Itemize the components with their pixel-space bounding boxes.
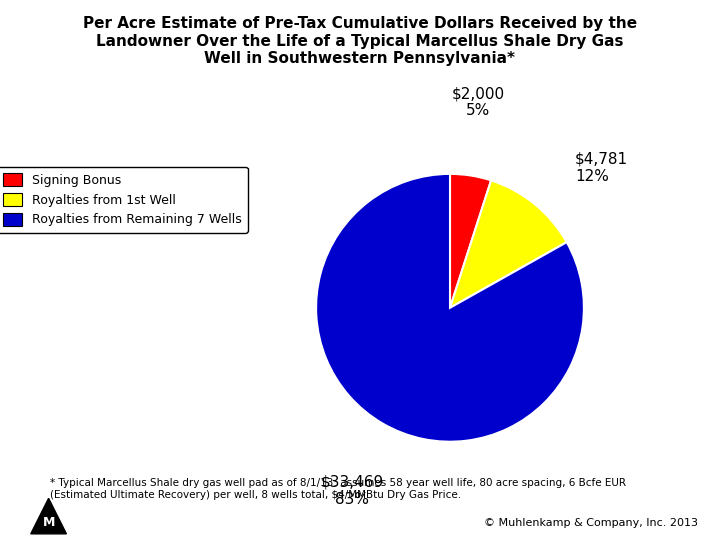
Text: Per Acre Estimate of Pre-Tax Cumulative Dollars Received by the
Landowner Over t: Per Acre Estimate of Pre-Tax Cumulative … [83, 16, 637, 66]
Text: $33,469
83%: $33,469 83% [320, 475, 384, 507]
Text: M: M [42, 516, 55, 529]
Wedge shape [316, 174, 584, 442]
Text: © Muhlenkamp & Company, Inc. 2013: © Muhlenkamp & Company, Inc. 2013 [485, 518, 698, 528]
Text: $4,781
12%: $4,781 12% [575, 152, 629, 184]
Polygon shape [31, 498, 66, 534]
Wedge shape [450, 174, 491, 308]
Legend: Signing Bonus, Royalties from 1st Well, Royalties from Remaining 7 Wells: Signing Bonus, Royalties from 1st Well, … [0, 167, 248, 233]
Wedge shape [450, 180, 567, 308]
Text: * Typical Marcellus Shale dry gas well pad as of 8/1/13: assumes 58 year well li: * Typical Marcellus Shale dry gas well p… [50, 478, 626, 500]
Text: $2,000
5%: $2,000 5% [451, 86, 505, 118]
